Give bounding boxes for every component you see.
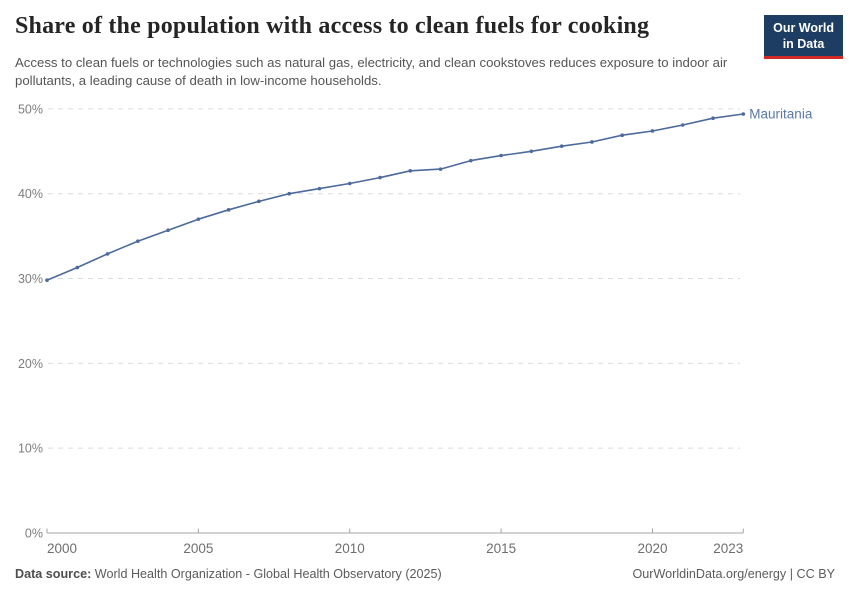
data-source-label: Data source: (15, 567, 92, 581)
data-point (650, 129, 655, 133)
data-point (196, 217, 201, 221)
chart-footer: Data source: World Health Organization -… (15, 567, 835, 581)
data-point (45, 278, 49, 283)
x-axis-tick-label: 2005 (183, 541, 213, 556)
data-point (136, 239, 140, 244)
x-axis-tick-label: 2000 (47, 541, 77, 556)
data-point (347, 181, 352, 186)
y-axis-tick-label: 20% (18, 357, 43, 371)
data-point (378, 175, 382, 180)
x-axis-tick-label: 2023 (713, 541, 743, 556)
attribution-link[interactable]: OurWorldinData.org/energy | CC BY (632, 567, 835, 581)
x-axis-tick-label: 2010 (335, 541, 365, 556)
data-source: Data source: World Health Organization -… (15, 567, 442, 581)
y-axis-tick-label: 0% (25, 527, 43, 541)
data-point (469, 158, 473, 163)
data-point (75, 265, 80, 270)
data-point (226, 208, 231, 212)
data-point (287, 191, 291, 196)
data-point (257, 199, 261, 204)
data-point (166, 228, 170, 232)
data-point (529, 149, 534, 154)
x-axis-tick-label: 2015 (486, 541, 516, 556)
data-point (620, 133, 625, 137)
data-point (680, 123, 685, 127)
y-axis-tick-label: 50% (18, 102, 43, 116)
data-point (105, 252, 110, 256)
data-point (711, 116, 715, 121)
data-point (438, 167, 443, 171)
x-axis-tick-label: 2020 (637, 541, 667, 556)
y-axis-tick-label: 30% (18, 272, 43, 286)
series-line (46, 113, 745, 281)
y-axis-tick-label: 40% (18, 187, 43, 201)
data-point (590, 140, 594, 144)
data-source-text: World Health Organization - Global Healt… (91, 567, 442, 581)
data-point (408, 169, 413, 173)
chart-subtitle: Access to clean fuels or technologies su… (15, 55, 728, 88)
owid-logo-line2: in Data (782, 37, 825, 51)
data-point (499, 153, 503, 158)
chart-title: Share of the population with access to c… (15, 13, 650, 39)
data-point (317, 186, 322, 191)
data-point (559, 144, 564, 149)
y-axis-tick-label: 10% (18, 442, 43, 456)
series-entity-label[interactable]: Mauritania (749, 106, 813, 121)
owid-logo: Our World in Data (764, 15, 843, 59)
data-point (741, 112, 746, 116)
owid-logo-line1: Our World (773, 21, 834, 35)
